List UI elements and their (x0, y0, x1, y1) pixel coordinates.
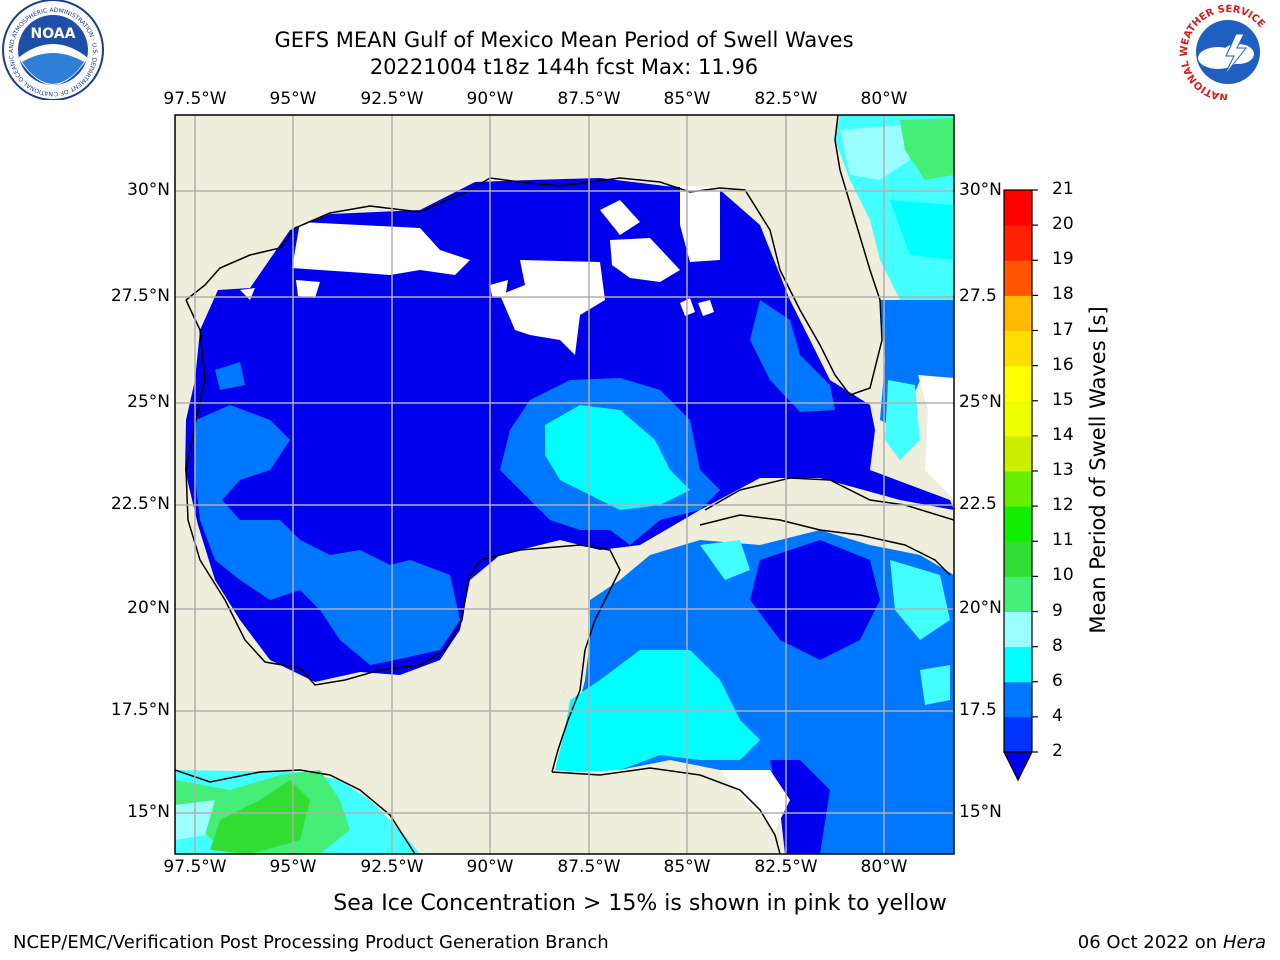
lat-label-left: 30°N (127, 180, 170, 200)
lon-label-bottom: 90°W (466, 857, 514, 877)
lat-label-left: 22.5°N (110, 494, 170, 514)
colorbar-tick-label: 20 (1052, 214, 1074, 235)
lon-label-top: 90°W (466, 89, 514, 109)
colorbar-tick-label: 13 (1052, 460, 1074, 480)
lon-label-bottom: 97.5°W (163, 857, 227, 877)
lat-label-right: 20°N (959, 598, 1002, 618)
colorbar-segment (1004, 541, 1032, 577)
colorbar-tick-label: 15 (1052, 389, 1074, 410)
lat-label-right: 15°N (959, 802, 1002, 822)
lat-label-left: 15°N (127, 802, 170, 822)
lat-label-left: 20°N (127, 598, 170, 618)
map-gridlines (175, 115, 954, 854)
lat-label-right: 30°N (959, 180, 1002, 200)
colorbar-segment (1004, 365, 1032, 402)
lon-label-bottom: 87.5°W (557, 857, 621, 877)
west-mid-blue (194, 405, 460, 665)
colorbar-label: Mean Period of Swell Waves [s] (1086, 306, 1110, 634)
lat-label-right: 22.5 (959, 494, 997, 514)
colorbar-tick-label: 9 (1052, 600, 1063, 621)
lat-label-left: 27.5°N (110, 286, 170, 306)
footer-credit: NCEP/EMC/Verification Post Processing Pr… (13, 932, 609, 953)
footer-date: 06 Oct 2022 on Hera (1078, 932, 1266, 953)
footer-date-text: 06 Oct 2022 on (1077, 932, 1223, 953)
colorbar-segment (1004, 611, 1032, 648)
colorbar-segment (1004, 225, 1032, 261)
colorbar-tick-label: 10 (1052, 565, 1074, 586)
map-plot-area (175, 115, 954, 854)
noaa-logo-text: NOAA (31, 26, 76, 42)
map-frame (174, 114, 955, 855)
nws-logo-icon: NATIONAL WEATHER SERVICE (1179, 4, 1276, 100)
lon-label-top: 80°W (860, 89, 908, 109)
lon-label-bottom: 92.5°W (360, 857, 424, 877)
colorbar-segment (1004, 646, 1032, 683)
colorbar-tick-label: 18 (1052, 284, 1074, 305)
lon-label-bottom: 85°W (663, 857, 711, 877)
lon-label-top: 85°W (663, 89, 711, 109)
colorbar-under-triangle (1003, 751, 1033, 782)
no-data-patches (240, 185, 720, 355)
lon-label-bottom: 80°W (860, 857, 908, 877)
colorbar-tick-label: 14 (1052, 424, 1074, 445)
colorbar-segment (1004, 681, 1032, 718)
colorbar-tick-label: 4 (1052, 705, 1063, 726)
colorbar-tick-label: 8 (1052, 635, 1063, 656)
colorbar-tick-label: 21 (1052, 179, 1074, 199)
colorbar-tick-label: 19 (1052, 249, 1074, 270)
footer-machine: Hera (1222, 932, 1266, 953)
colorbar-tick-label: 12 (1052, 495, 1074, 516)
colorbar-tick-label: 11 (1052, 530, 1074, 551)
lon-label-top: 87.5°W (557, 89, 621, 109)
lon-label-bottom: 82.5°W (754, 857, 818, 877)
colorbar-tick-label: 2 (1052, 741, 1063, 761)
lat-label-right: 17.5 (959, 700, 997, 720)
noaa-logo-icon: NATIONAL OCEANIC AND ATMOSPHERIC ADMINIS… (0, 0, 104, 100)
chart-subtitle: 20221004 t18z 144h fcst Max: 11.96 (369, 55, 759, 79)
colorbar (1003, 189, 1038, 782)
coastlines (175, 115, 954, 854)
lon-label-bottom: 95°W (269, 857, 317, 877)
colorbar-segment (1004, 716, 1032, 753)
central-cyan (545, 405, 690, 510)
colorbar-segment (1004, 330, 1032, 367)
lon-label-top: 82.5°W (754, 89, 818, 109)
colorbar-tick-label: 6 (1052, 670, 1063, 691)
colorbar-tick-label: 16 (1052, 354, 1074, 375)
lat-label-right: 27.5 (959, 286, 997, 306)
colorbar-segment (1004, 260, 1032, 296)
lon-label-top: 95°W (269, 89, 317, 109)
lat-label-left: 25°N (127, 392, 170, 412)
colorbar-segment (1004, 295, 1032, 331)
colorbar-segment (1004, 190, 1032, 226)
sea-ice-note: Sea Ice Concentration > 15% is shown in … (333, 891, 947, 916)
colorbar-segment (1004, 435, 1032, 472)
lat-label-right: 25°N (959, 392, 1002, 412)
colorbar-segment (1004, 506, 1032, 542)
colorbar-segment (1004, 471, 1032, 507)
lat-label-left: 17.5°N (110, 700, 170, 720)
chart-title: GEFS MEAN Gulf of Mexico Mean Period of … (274, 28, 854, 52)
colorbar-segment (1004, 400, 1032, 437)
colorbar-tick-label: 17 (1052, 319, 1074, 340)
lon-label-top: 92.5°W (360, 89, 424, 109)
lon-label-top: 97.5°W (163, 89, 227, 109)
colorbar-segment (1004, 576, 1032, 612)
caribbean-deep-blue (750, 540, 880, 660)
